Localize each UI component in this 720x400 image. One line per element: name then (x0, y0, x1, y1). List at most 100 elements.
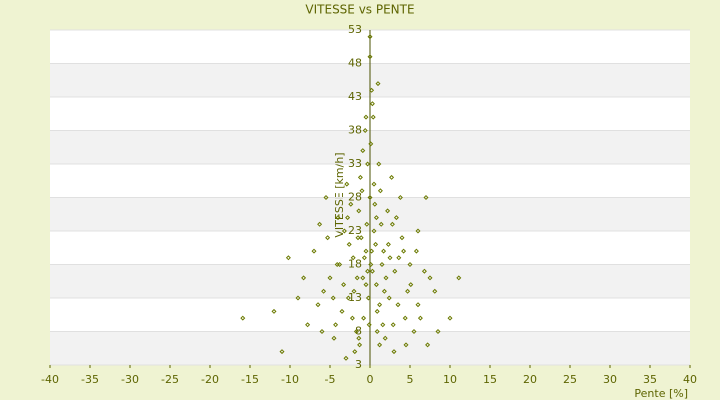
x-axis-label: Pente [%] (634, 387, 688, 400)
point (365, 161, 371, 167)
point (372, 201, 378, 207)
point (369, 248, 375, 254)
x-tick-label: 10 (443, 373, 457, 386)
point (456, 275, 462, 281)
point (357, 342, 363, 348)
point (399, 235, 405, 241)
point (319, 328, 325, 335)
point (240, 315, 246, 321)
point (353, 328, 359, 335)
point (349, 315, 355, 321)
x-tick-label: 40 (683, 373, 697, 386)
point (413, 248, 419, 254)
point (393, 215, 399, 221)
y-tick-label: 43 (348, 90, 362, 103)
point (367, 54, 373, 60)
x-tick-label: 25 (563, 373, 577, 386)
point (369, 87, 375, 93)
x-tick-label: -15 (241, 373, 259, 386)
point (321, 288, 327, 294)
point (359, 188, 365, 194)
point (371, 228, 377, 234)
point (385, 241, 391, 247)
point (377, 302, 383, 308)
point (402, 315, 408, 321)
point (363, 248, 369, 254)
point (386, 295, 392, 301)
point (360, 148, 366, 154)
point (356, 335, 362, 341)
point (378, 221, 384, 227)
point (279, 349, 285, 355)
point (373, 282, 379, 288)
point (360, 275, 366, 281)
point (305, 322, 311, 328)
x-tick-label: 30 (603, 373, 617, 386)
point (356, 208, 362, 214)
point (341, 282, 347, 288)
y-tick-label: 3 (355, 358, 362, 371)
point (403, 342, 409, 348)
point (348, 201, 354, 207)
x-tick-label: -25 (161, 373, 179, 386)
point (371, 181, 377, 187)
point (415, 302, 421, 308)
point (363, 282, 369, 288)
point (391, 349, 397, 355)
point (335, 215, 341, 221)
point (345, 215, 351, 221)
point (370, 114, 376, 120)
point (421, 268, 427, 274)
point (362, 127, 368, 134)
point (380, 322, 386, 328)
point (339, 308, 345, 314)
x-tick-label: -35 (81, 373, 99, 386)
point (365, 295, 371, 301)
point (327, 275, 333, 281)
point (317, 221, 323, 227)
point (366, 322, 372, 328)
point (381, 288, 387, 294)
y-tick-label: 28 (348, 191, 362, 204)
point (382, 335, 388, 341)
point (405, 288, 411, 294)
point (369, 101, 375, 107)
point (357, 174, 363, 180)
point (447, 315, 453, 321)
x-tick-label: 15 (483, 373, 497, 386)
point (343, 355, 349, 361)
x-tick-label: -20 (201, 373, 219, 386)
point (389, 221, 395, 227)
point (379, 261, 385, 268)
chart-title: VITESSE vs PENTE (305, 3, 414, 17)
point (367, 194, 373, 201)
y-axis-label: VITESSE [km/h] (333, 152, 346, 237)
point (358, 235, 364, 241)
point (435, 328, 441, 335)
point (333, 322, 339, 328)
point (427, 275, 433, 281)
point (425, 342, 431, 348)
point (423, 194, 429, 201)
point (396, 255, 402, 261)
point (415, 228, 421, 234)
point (407, 261, 413, 268)
point (373, 215, 379, 221)
point (325, 235, 331, 241)
point (377, 342, 383, 348)
x-tick-label: 35 (643, 373, 657, 386)
y-tick-label: 38 (348, 124, 362, 137)
point (330, 295, 336, 301)
y-tick-label: 13 (348, 291, 362, 304)
point (355, 235, 361, 241)
point (374, 308, 380, 314)
y-tick-label: 8 (355, 325, 362, 338)
point (383, 275, 389, 281)
point (367, 34, 373, 40)
point (361, 315, 367, 321)
point (361, 255, 367, 261)
point (337, 261, 343, 268)
point (271, 308, 277, 314)
point (331, 335, 337, 341)
